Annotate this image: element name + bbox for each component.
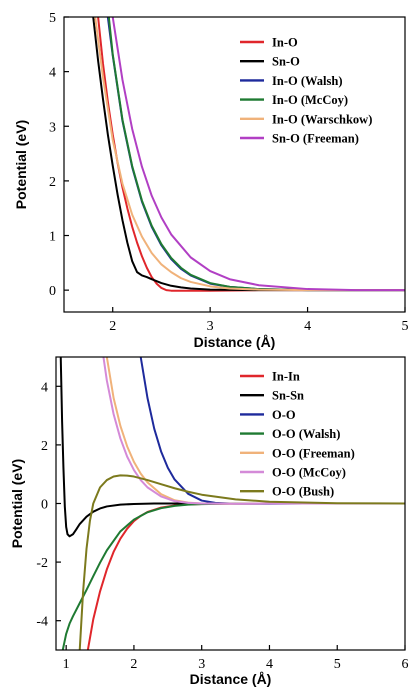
legend-item: In-O (Warschkow) [240, 112, 372, 126]
series-line-in-o [97, 17, 405, 292]
series-line-in-o-mccoy [107, 17, 405, 292]
series-line-sn-sn [59, 357, 405, 538]
legend-item: O-O (Walsh) [240, 427, 340, 441]
legend-label: Sn-O [272, 55, 300, 69]
legend-item: O-O (McCoy) [240, 466, 346, 480]
x-axis-title: Distance (Å) [194, 334, 276, 350]
legend-label: In-O (Walsh) [272, 74, 343, 88]
legend-label: O-O (Walsh) [272, 427, 340, 441]
y-tick-label: 4 [41, 380, 48, 395]
x-tick-label: 4 [266, 657, 273, 672]
x-tick-label: 5 [402, 319, 409, 334]
y-tick-label: 1 [49, 230, 56, 245]
legend-item: In-O (McCoy) [240, 93, 348, 107]
legend-label: O-O (Freeman) [272, 446, 355, 460]
x-axis-title: Distance (Å) [190, 671, 272, 687]
legend-item: O-O (Freeman) [240, 446, 355, 460]
y-tick-label: -2 [36, 556, 48, 571]
x-tick-label: 4 [304, 319, 311, 334]
y-tick-label: 5 [49, 11, 56, 26]
y-tick-label: 0 [41, 498, 48, 513]
x-tick-label: 1 [63, 657, 70, 672]
legend-item: In-O (Walsh) [240, 74, 343, 88]
legend: In-O Sn-O In-O (Walsh) In-O (McCoy) In-O (Wa… [240, 36, 372, 146]
legend-item: Sn-O (Freeman) [240, 132, 359, 146]
series-line-sn-o [92, 17, 405, 292]
x-tick-label: 6 [402, 657, 409, 672]
legend-item: O-O [240, 408, 296, 422]
legend: In-In Sn-Sn O-O O-O (Walsh) O-O (Freeman) O-O… [240, 370, 355, 499]
series-line-in-in [86, 502, 405, 650]
chart-top: 2 3 4 5 0 1 2 3 4 5 Distance (Å) Potential (eV) In-O… [13, 11, 409, 350]
plot-area [59, 357, 405, 650]
legend-label: O-O (Bush) [272, 485, 334, 499]
series-line-o-o-walsh [61, 502, 405, 650]
legend-label: Sn-Sn [272, 389, 304, 403]
legend-label: Sn-O (Freeman) [272, 132, 359, 146]
legend-label: In-In [272, 370, 300, 384]
y-tick-label: 4 [49, 66, 56, 81]
series-line-in-o-warschkow [94, 17, 405, 292]
legend-item: In-O [240, 36, 298, 50]
x-tick-label: 3 [207, 319, 214, 334]
y-tick-label: 2 [49, 175, 56, 190]
series-line-sn-o-freeman [111, 17, 405, 292]
legend-label: In-O (McCoy) [272, 93, 348, 107]
legend-label: In-O [272, 36, 298, 50]
y-axis-title: Potential (eV) [13, 120, 29, 209]
y-tick-label: -4 [36, 615, 48, 630]
legend-label: In-O (Warschkow) [272, 112, 372, 126]
x-tick-label: 3 [198, 657, 205, 672]
legend-item: In-In [240, 370, 300, 384]
series-line-in-o-walsh [106, 17, 405, 292]
y-tick-label: 2 [41, 439, 48, 454]
plot-area [92, 17, 405, 292]
legend-label: O-O [272, 408, 296, 422]
x-tick-label: 2 [109, 319, 116, 334]
plot-frame [63, 16, 406, 313]
legend-item: Sn-Sn [240, 389, 304, 403]
x-tick-label: 5 [334, 657, 341, 672]
legend-label: O-O (McCoy) [272, 466, 346, 480]
legend-item: O-O (Bush) [240, 485, 334, 499]
series-line-o-o-mccoy [102, 357, 405, 505]
series-line-o-o-bush [78, 474, 405, 650]
legend-item: Sn-O [240, 55, 300, 69]
y-tick-label: 3 [49, 120, 56, 135]
x-tick-label: 2 [130, 657, 137, 672]
y-axis-title: Potential (eV) [9, 459, 25, 548]
y-tick-label: 0 [49, 284, 56, 299]
